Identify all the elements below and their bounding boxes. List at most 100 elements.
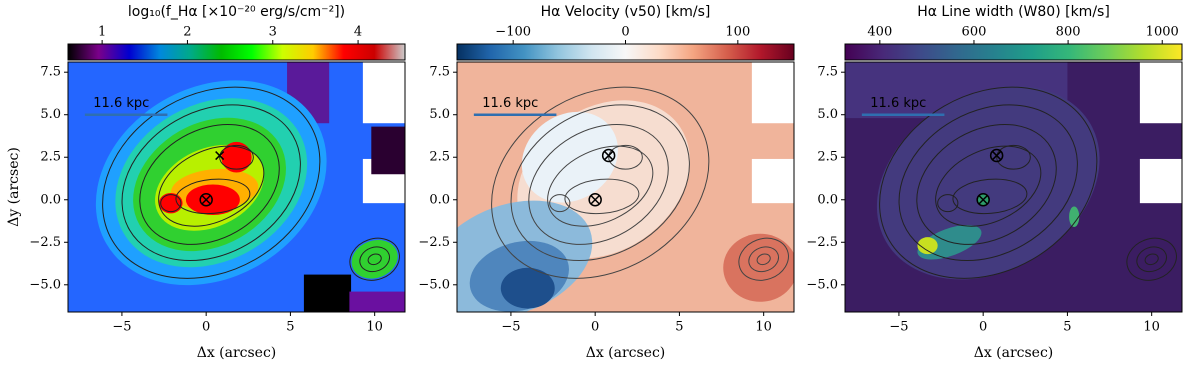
colorbar bbox=[67, 43, 406, 61]
colorbar-tick-label: 0 bbox=[621, 25, 629, 40]
colorbar-tick-label: 2 bbox=[183, 25, 191, 40]
contour bbox=[121, 104, 301, 262]
marker bbox=[199, 193, 213, 207]
y-tick-label: −5.0 bbox=[806, 277, 838, 292]
contour bbox=[359, 246, 390, 273]
y-tick-label: −2.5 bbox=[806, 235, 838, 250]
map-region bbox=[362, 62, 405, 124]
x-axis-label: Δx (arcsec) bbox=[974, 345, 1054, 361]
contour bbox=[564, 178, 640, 215]
contour bbox=[996, 144, 1031, 170]
contour bbox=[547, 145, 654, 227]
contour bbox=[528, 123, 669, 245]
x-tick-label: −5 bbox=[112, 320, 131, 335]
colorbar-tick-label: 1000 bbox=[1146, 25, 1179, 40]
y-tick-label: 2.5 bbox=[40, 150, 61, 165]
scale-bar-label: 11.6 kpc bbox=[93, 96, 149, 111]
contour bbox=[1144, 253, 1159, 266]
contour bbox=[748, 246, 779, 273]
contour bbox=[738, 237, 789, 281]
marker bbox=[989, 148, 1004, 163]
map-region bbox=[1069, 206, 1080, 227]
x-tick-label: −5 bbox=[501, 320, 520, 335]
x-tick-label: 5 bbox=[286, 320, 294, 335]
contour bbox=[158, 145, 265, 227]
colorbar-tick-label: 3 bbox=[269, 25, 277, 40]
plot-frame bbox=[456, 61, 795, 313]
contour bbox=[898, 104, 1078, 262]
contour bbox=[879, 86, 1098, 279]
colorbar-tick-label: 400 bbox=[867, 25, 892, 40]
y-tick-label: −5.0 bbox=[418, 277, 450, 292]
contour bbox=[1126, 237, 1177, 281]
marker bbox=[976, 193, 990, 207]
contour bbox=[952, 178, 1028, 215]
y-tick-label: 5.0 bbox=[817, 107, 838, 122]
scale-bar-label: 11.6 kpc bbox=[482, 96, 538, 111]
map bbox=[845, 62, 1182, 312]
colorbar-tick-label: 600 bbox=[962, 25, 987, 40]
map-region bbox=[303, 274, 352, 312]
contour bbox=[367, 253, 382, 266]
contour bbox=[102, 86, 321, 279]
y-tick-label: −2.5 bbox=[29, 235, 61, 250]
map-region bbox=[500, 267, 555, 309]
y-tick-label: 7.5 bbox=[429, 65, 450, 80]
x-tick-label: 0 bbox=[979, 320, 987, 335]
plot-frame bbox=[844, 61, 1183, 313]
y-tick-label: −2.5 bbox=[418, 235, 450, 250]
marker bbox=[588, 193, 602, 207]
y-tick-label: 0.0 bbox=[429, 192, 450, 207]
contour bbox=[175, 178, 251, 215]
map bbox=[457, 62, 794, 312]
map-region bbox=[751, 158, 794, 204]
x-tick-label: 5 bbox=[675, 320, 683, 335]
x-tick-label: 5 bbox=[1063, 320, 1071, 335]
x-tick-label: −5 bbox=[889, 320, 908, 335]
x-tick-label: 10 bbox=[755, 320, 772, 335]
contour bbox=[756, 253, 771, 266]
y-tick-label: 2.5 bbox=[817, 150, 838, 165]
y-tick-label: 5.0 bbox=[40, 107, 61, 122]
contour bbox=[937, 194, 959, 213]
y-tick-label: 7.5 bbox=[817, 65, 838, 80]
y-tick-label: 2.5 bbox=[429, 150, 450, 165]
contour bbox=[549, 194, 571, 213]
colorbar-label: Hα Line width (W80) [km/s] bbox=[917, 4, 1110, 20]
y-tick-label: −5.0 bbox=[29, 277, 61, 292]
y-tick-label: 0.0 bbox=[40, 192, 61, 207]
colorbar-tick-label: 4 bbox=[354, 25, 362, 40]
contour bbox=[935, 145, 1042, 227]
colorbar-label: Hα Velocity (v50) [km/s] bbox=[541, 4, 711, 20]
scale-bar-label: 11.6 kpc bbox=[870, 96, 926, 111]
colorbar bbox=[844, 43, 1183, 61]
plot-frame bbox=[67, 61, 406, 313]
map-region bbox=[349, 291, 405, 312]
x-tick-label: 10 bbox=[1143, 320, 1160, 335]
map-region bbox=[158, 192, 183, 214]
map-region bbox=[751, 62, 794, 124]
colorbar-label: log₁₀(f_Hα [×10⁻²⁰ erg/s/cm⁻²]) bbox=[128, 4, 345, 20]
map-region bbox=[371, 126, 405, 175]
map-region bbox=[917, 237, 938, 255]
x-axis-label: Δx (arcsec) bbox=[197, 345, 277, 361]
map bbox=[68, 62, 405, 312]
x-tick-label: 0 bbox=[591, 320, 599, 335]
x-tick-label: 0 bbox=[202, 320, 210, 335]
colorbar-tick-label: 800 bbox=[1056, 25, 1081, 40]
contour bbox=[916, 123, 1057, 245]
y-tick-label: 7.5 bbox=[40, 65, 61, 80]
map-region bbox=[1139, 62, 1182, 124]
contour bbox=[160, 194, 182, 213]
y-axis-label: Δy (arcsec) bbox=[6, 147, 22, 227]
map-region bbox=[723, 233, 794, 302]
contour bbox=[219, 144, 254, 170]
map-region bbox=[221, 141, 252, 173]
contour bbox=[139, 123, 280, 245]
marker bbox=[601, 148, 616, 163]
contour bbox=[349, 237, 400, 281]
contour bbox=[491, 86, 710, 279]
x-axis-label: Δx (arcsec) bbox=[586, 345, 666, 361]
colorbar-tick-label: −100 bbox=[495, 25, 531, 40]
